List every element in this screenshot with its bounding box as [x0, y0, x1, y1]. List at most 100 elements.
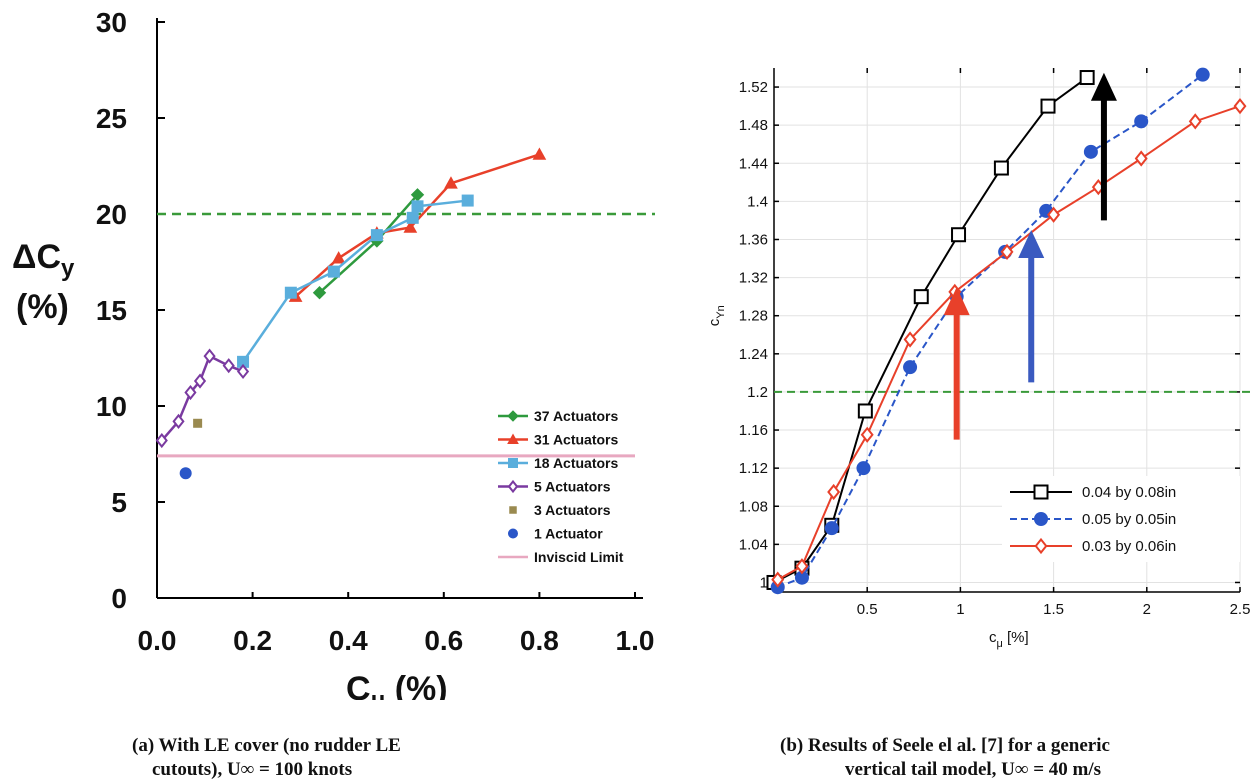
x-tick-label: 0.2 — [233, 625, 272, 656]
arrow-annotation — [1018, 229, 1045, 383]
series-3-actuators — [193, 418, 203, 428]
arrow-annotation — [1090, 72, 1117, 221]
y-axis-label-line1: ΔCy — [12, 238, 75, 282]
y-axis-label: cYn — [706, 305, 727, 326]
caption-b-line2: vertical tail model, U∞ = 40 m/s — [845, 759, 1102, 780]
series-1-actuator — [179, 467, 192, 480]
chart-a: 0 5 10 15 20 25 30 0.0 0.2 0.4 0.6 0.8 1.0 Cμ (%) ΔCy (… — [12, 7, 655, 700]
series-31-actuators — [288, 147, 547, 302]
legend-marker — [507, 433, 519, 444]
legend-entry: 18 Actuators — [498, 455, 619, 471]
data-point — [284, 286, 297, 299]
legend-entry: 31 Actuators — [498, 432, 619, 448]
data-point — [993, 160, 1009, 176]
x-tick-label: 1.5 — [1043, 601, 1064, 618]
x-tick-label: 2 — [1143, 601, 1151, 618]
data-point — [532, 147, 547, 160]
legend-label: Inviscid Limit — [534, 549, 624, 565]
x-axis-label: cμ [%] — [989, 629, 1029, 650]
arrow-head — [1018, 229, 1045, 258]
data-point — [794, 570, 809, 585]
y-tick-label: 0 — [111, 583, 127, 614]
caption-b-line1: (b) Results of Seele el al. [7] for a ge… — [780, 735, 1110, 756]
data-point — [193, 418, 203, 428]
data-point — [312, 286, 327, 300]
data-point — [184, 384, 197, 401]
series-5-actuators — [155, 348, 250, 449]
legend-label: 37 Actuators — [534, 408, 619, 424]
legend-entry: 0.03 by 0.06in — [1010, 537, 1176, 555]
legend-entry: Inviscid Limit — [498, 549, 624, 565]
legend-label: 0.05 by 0.05in — [1082, 511, 1176, 528]
data-point — [951, 227, 967, 243]
arrow-head — [943, 287, 970, 316]
data-point — [824, 521, 839, 536]
legend-marker — [508, 458, 518, 468]
y-tick-label: 10 — [96, 391, 127, 422]
caption-b: (b) Results of Seele el al. [7] for a ge… — [780, 734, 1250, 782]
y-tick-label: 1.32 — [739, 270, 768, 287]
y-tick-label: 30 — [96, 7, 127, 38]
data-point — [370, 229, 383, 242]
legend-marker — [1033, 484, 1049, 500]
legend-label: 5 Actuators — [534, 479, 611, 495]
x-tick-label: 0.8 — [520, 625, 559, 656]
y-tick-label: 15 — [96, 295, 127, 326]
data-point — [1000, 243, 1014, 260]
legend-marker — [508, 528, 518, 539]
y-tick-label: 1.28 — [739, 308, 768, 325]
data-point — [1040, 98, 1056, 114]
data-point — [795, 558, 809, 575]
data-point — [155, 432, 168, 449]
x-tick-label: 0.4 — [329, 625, 368, 656]
data-point — [1188, 113, 1202, 130]
data-point — [771, 571, 785, 588]
y-tick-label: 5 — [111, 487, 127, 518]
data-point — [193, 373, 207, 389]
data-point — [461, 194, 474, 207]
legend-marker — [507, 410, 519, 422]
y-tick-label: 1.4 — [747, 193, 768, 210]
series-line — [294, 153, 540, 298]
y-axis-label-line2: (%) — [16, 288, 69, 326]
data-point — [1083, 144, 1098, 159]
y-tick-label: 1.48 — [739, 117, 768, 134]
data-point — [860, 426, 874, 443]
caption-a-line2: cutouts), U∞ = 100 knots — [152, 759, 353, 780]
data-point — [1195, 67, 1210, 82]
y-tick-label: 25 — [96, 103, 127, 134]
data-point — [406, 211, 419, 224]
y-tick-label: 1 — [760, 574, 768, 591]
data-point — [1134, 114, 1149, 129]
legend-marker — [1034, 537, 1048, 555]
legend-marker — [509, 506, 517, 514]
data-point — [444, 176, 458, 189]
legend-label: 3 Actuators — [534, 502, 611, 518]
data-point — [331, 251, 346, 264]
data-point — [857, 403, 873, 419]
data-point — [1079, 70, 1095, 86]
x-tick-label: 2.5 — [1230, 601, 1251, 618]
data-point — [1047, 206, 1061, 223]
data-point — [827, 483, 841, 501]
legend-entry: 37 Actuators — [498, 408, 619, 424]
y-tick-label: 1.52 — [739, 79, 768, 96]
y-tick-label: 1.2 — [747, 384, 768, 401]
data-point — [172, 413, 185, 429]
data-point — [1233, 98, 1247, 115]
data-point — [903, 360, 918, 375]
data-point — [1134, 150, 1148, 167]
data-point — [179, 467, 192, 480]
y-tick-label: 1.24 — [739, 346, 768, 363]
legend-entry: 1 Actuator — [508, 526, 603, 542]
data-point — [222, 358, 235, 374]
legend-marker — [1034, 512, 1048, 526]
y-axis-label-group: cYn — [706, 305, 727, 326]
y-tick-label: 1.08 — [739, 498, 768, 515]
y-tick-label: 20 — [96, 199, 127, 230]
data-point — [903, 331, 917, 348]
y-tick-label: 1.36 — [739, 231, 768, 248]
legend-label: 1 Actuator — [534, 526, 603, 542]
data-point — [203, 348, 216, 364]
data-point — [411, 200, 424, 213]
